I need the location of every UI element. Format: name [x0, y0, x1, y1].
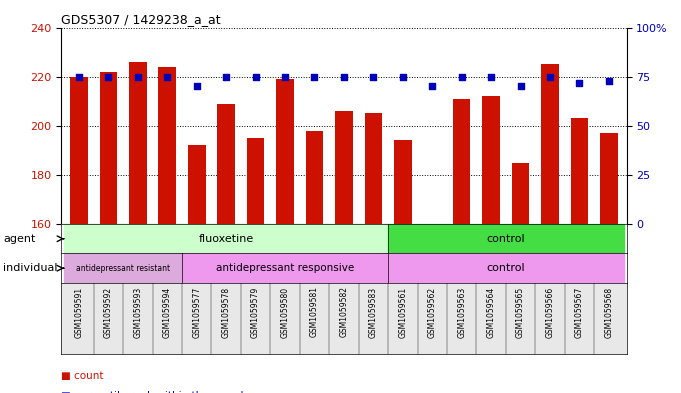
Text: individual: individual	[3, 263, 58, 273]
Text: antidepressant resistant: antidepressant resistant	[76, 264, 170, 273]
Bar	[482, 96, 500, 224]
Bar	[182, 253, 388, 283]
Point	[515, 83, 526, 90]
Text: control: control	[486, 263, 525, 273]
Bar	[64, 224, 388, 253]
Text: GSM1059567: GSM1059567	[575, 286, 584, 338]
Point	[545, 73, 556, 80]
Point	[368, 73, 379, 80]
Text: GSM1059592: GSM1059592	[104, 286, 113, 338]
Point	[456, 73, 467, 80]
Bar	[159, 67, 176, 224]
Point	[221, 73, 232, 80]
Point	[191, 83, 202, 90]
Text: GSM1059580: GSM1059580	[281, 286, 289, 338]
Text: control: control	[486, 234, 525, 244]
Bar	[541, 64, 559, 224]
Text: GSM1059594: GSM1059594	[163, 286, 172, 338]
Bar	[571, 118, 588, 224]
Bar	[335, 111, 353, 224]
Bar	[64, 253, 182, 283]
Point	[162, 73, 173, 80]
Point	[397, 73, 408, 80]
Point	[74, 73, 84, 80]
Text: GSM1059583: GSM1059583	[369, 286, 378, 338]
Text: GSM1059581: GSM1059581	[310, 286, 319, 338]
Bar	[217, 104, 235, 224]
Point	[486, 73, 496, 80]
Text: GSM1059561: GSM1059561	[398, 286, 407, 338]
Bar	[129, 62, 146, 224]
Text: GSM1059568: GSM1059568	[604, 286, 614, 338]
Text: GSM1059562: GSM1059562	[428, 286, 437, 338]
Point	[103, 73, 114, 80]
Text: GSM1059579: GSM1059579	[251, 286, 260, 338]
Text: ■ count: ■ count	[61, 371, 104, 381]
Text: GSM1059566: GSM1059566	[545, 286, 554, 338]
Bar	[306, 130, 323, 224]
Text: fluoxetine: fluoxetine	[199, 234, 254, 244]
Text: GSM1059577: GSM1059577	[192, 286, 201, 338]
Bar	[99, 72, 117, 224]
Text: GSM1059564: GSM1059564	[487, 286, 496, 338]
Bar	[388, 224, 624, 253]
Point	[132, 73, 143, 80]
Point	[309, 73, 320, 80]
Bar	[511, 163, 529, 224]
Bar	[70, 77, 88, 224]
Point	[338, 73, 349, 80]
Text: GSM1059578: GSM1059578	[221, 286, 231, 338]
Point	[250, 73, 261, 80]
Text: GSM1059593: GSM1059593	[133, 286, 142, 338]
Text: GSM1059582: GSM1059582	[339, 286, 349, 338]
Text: ■ percentile rank within the sample: ■ percentile rank within the sample	[61, 391, 250, 393]
Bar	[600, 133, 618, 224]
Point	[427, 83, 438, 90]
Point	[603, 77, 614, 84]
Text: GSM1059565: GSM1059565	[516, 286, 525, 338]
Bar	[388, 253, 624, 283]
Bar	[276, 79, 294, 224]
Bar	[364, 114, 382, 224]
Text: GSM1059591: GSM1059591	[74, 286, 84, 338]
Text: GDS5307 / 1429238_a_at: GDS5307 / 1429238_a_at	[61, 13, 221, 26]
Point	[280, 73, 291, 80]
Text: GSM1059563: GSM1059563	[457, 286, 466, 338]
Bar	[247, 138, 264, 224]
Bar	[188, 145, 206, 224]
Text: agent: agent	[3, 234, 36, 244]
Bar	[394, 140, 411, 224]
Bar	[453, 99, 471, 224]
Point	[574, 79, 585, 86]
Text: antidepressant responsive: antidepressant responsive	[216, 263, 354, 273]
